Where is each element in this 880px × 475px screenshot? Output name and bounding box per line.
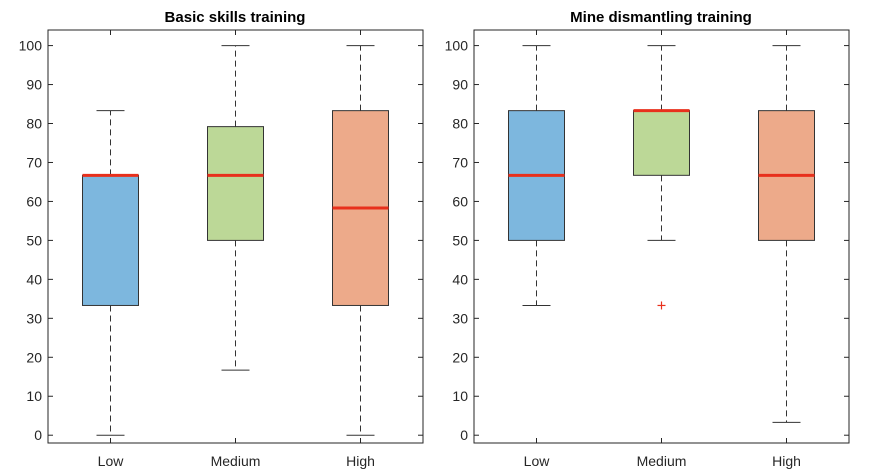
y-tick-label: 60 (452, 193, 468, 209)
box-medium (633, 45, 690, 310)
box-high (758, 45, 815, 423)
y-tick-label: 70 (452, 154, 468, 170)
box-low (508, 45, 565, 306)
y-tick-label: 100 (445, 38, 469, 54)
y-tick-label: 50 (452, 232, 468, 248)
y-tick-label: 40 (452, 271, 468, 287)
x-tick-label: High (772, 453, 801, 469)
x-tick-label: Low (524, 453, 551, 469)
iqr-box (633, 110, 690, 176)
y-tick-label: 70 (26, 154, 42, 170)
y-tick-label: 20 (452, 349, 468, 365)
y-tick-label: 0 (460, 427, 468, 443)
y-tick-label: 90 (26, 77, 42, 93)
y-tick-label: 80 (452, 116, 468, 132)
x-tick-label: High (346, 453, 375, 469)
y-tick-label: 90 (452, 77, 468, 93)
y-tick-label: 30 (26, 310, 42, 326)
boxplot-panel-mine-dismantling: Mine dismantling training 0 10 20 30 40 50 60 7… (445, 9, 850, 469)
x-tick-label: Medium (211, 453, 261, 469)
y-tick-label: 0 (34, 427, 42, 443)
iqr-box (82, 174, 139, 306)
y-tick-label: 60 (26, 193, 42, 209)
y-tick-label: 40 (26, 271, 42, 287)
y-tick-label: 80 (26, 116, 42, 132)
iqr-box (207, 126, 264, 241)
y-tick-label: 20 (26, 349, 42, 365)
outlier-marker (657, 301, 666, 310)
y-tick-label: 10 (26, 388, 42, 404)
x-tick-label: Low (98, 453, 125, 469)
box-high (332, 45, 389, 436)
chart-title: Basic skills training (165, 9, 306, 26)
y-tick-label: 30 (452, 310, 468, 326)
chart-title: Mine dismantling training (570, 9, 752, 26)
x-tick-label: Medium (637, 453, 687, 469)
y-tick-label: 50 (26, 232, 42, 248)
box-low (82, 110, 139, 436)
y-tick-label: 10 (452, 388, 468, 404)
box-medium (207, 45, 264, 371)
y-tick-label: 100 (19, 38, 43, 54)
boxplot-panel-basic-skills: Basic skills training 0 10 20 30 40 50 60 70 80 9… (19, 9, 424, 469)
